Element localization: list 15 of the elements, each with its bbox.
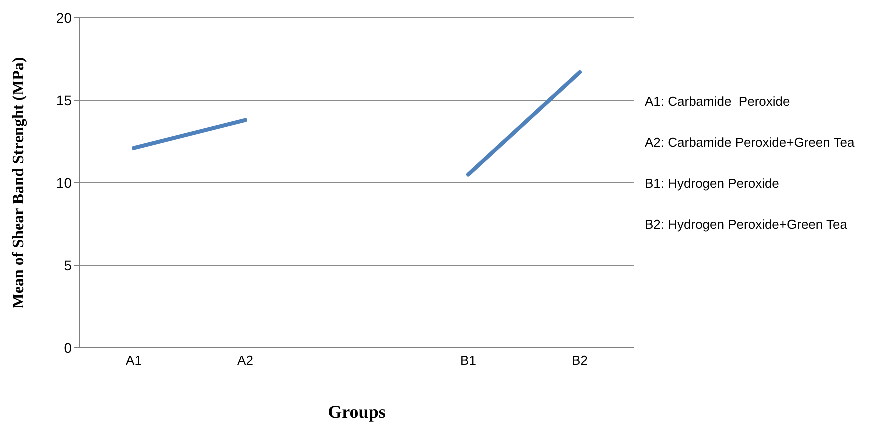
x-tick-label: A1 bbox=[126, 353, 142, 368]
x-tick-label: B2 bbox=[572, 353, 588, 368]
y-tick-label: 5 bbox=[64, 257, 72, 274]
text: A2: Carbamide Peroxide+Green Tea bbox=[645, 135, 855, 152]
text: A1: Carbamide Peroxide bbox=[645, 94, 792, 111]
x-axis-title: Groups bbox=[328, 402, 386, 422]
x-tick-label: A2 bbox=[238, 353, 254, 368]
y-tick-label: 0 bbox=[64, 340, 72, 356]
text: B1: Hydrogen Peroxide bbox=[645, 176, 780, 193]
y-axis-title: Mean of Shear Band Strenght (MPa) bbox=[10, 57, 28, 309]
text: B2: Hydrogen Peroxide+Green Tea bbox=[645, 217, 848, 234]
y-tick-label: 15 bbox=[56, 92, 72, 108]
y-tick-label: 10 bbox=[56, 174, 72, 191]
y-tick-label: 20 bbox=[56, 10, 72, 26]
x-tick-label: B1 bbox=[460, 353, 476, 368]
